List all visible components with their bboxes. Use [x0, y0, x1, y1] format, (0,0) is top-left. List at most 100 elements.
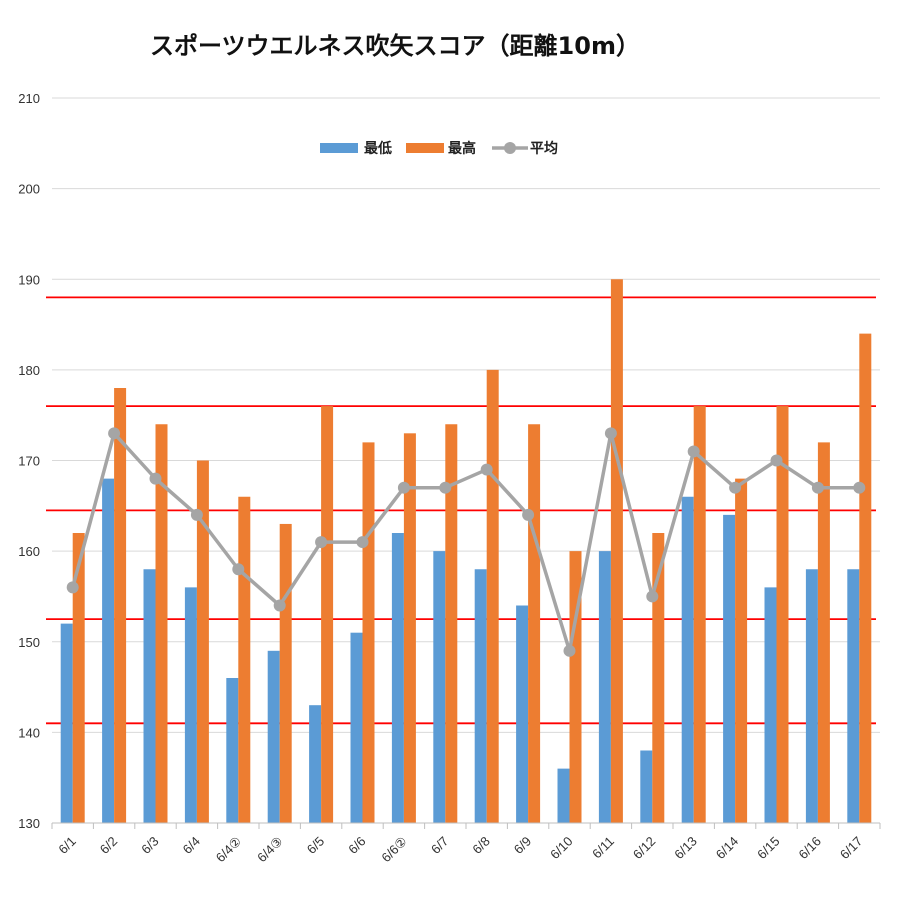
bar-min: [640, 750, 653, 823]
x-tick-label: 6/12: [630, 834, 659, 863]
bar-max: [652, 533, 665, 823]
bars: [60, 279, 872, 823]
bar-min: [184, 587, 197, 823]
bar-min: [847, 569, 860, 823]
average-point: [522, 508, 535, 521]
y-tick-label: 210: [18, 91, 40, 106]
x-tick-label: 6/14: [713, 834, 742, 863]
y-tick-label: 170: [18, 454, 40, 469]
bar-max: [776, 406, 789, 823]
average-point: [853, 481, 866, 494]
average-point: [66, 581, 79, 594]
legend-swatch-marker: [504, 142, 516, 154]
y-tick-label: 190: [18, 272, 40, 287]
bar-min: [267, 650, 280, 823]
x-tick-label: 6/4: [180, 834, 203, 857]
bar-max: [445, 424, 458, 823]
average-point: [604, 427, 617, 440]
bar-min: [516, 605, 529, 823]
average-point: [356, 536, 369, 549]
bar-min: [433, 551, 446, 823]
bar-min: [60, 623, 73, 823]
bar-min: [598, 551, 611, 823]
bar-max: [196, 460, 209, 823]
average-point: [687, 445, 700, 458]
x-tick-label: 6/9: [511, 834, 534, 857]
bar-min: [764, 587, 777, 823]
bar-min: [474, 569, 487, 823]
x-tick-label: 6/4③: [254, 834, 286, 866]
bar-min: [805, 569, 818, 823]
x-tick-label: 6/7: [428, 834, 451, 857]
average-point: [729, 481, 742, 494]
average-point: [149, 472, 162, 485]
average-point: [480, 463, 493, 476]
average-point: [811, 481, 824, 494]
x-tick-label: 6/2: [97, 834, 120, 857]
x-tick-label: 6/8: [469, 834, 492, 857]
average-point: [397, 481, 410, 494]
reference-lines: [46, 296, 876, 725]
bar-max: [735, 478, 748, 823]
bar-min: [309, 705, 322, 823]
bar-min: [102, 478, 115, 823]
average-point: [108, 427, 121, 440]
bar-max: [859, 333, 872, 823]
y-tick-label: 140: [18, 725, 40, 740]
average-point: [770, 454, 783, 467]
bar-max: [817, 442, 830, 823]
bar-min: [226, 678, 239, 823]
x-tick-label: 6/10: [547, 834, 576, 863]
bar-max: [72, 533, 85, 823]
average-point: [439, 481, 452, 494]
legend-label: 最高: [448, 140, 476, 157]
average-point: [232, 563, 245, 576]
bar-max: [528, 424, 541, 823]
average-point: [315, 536, 328, 549]
y-tick-label: 150: [18, 635, 40, 650]
legend-label: 平均: [530, 140, 558, 157]
bar-min: [557, 768, 570, 823]
x-tick-label: 6/16: [796, 834, 825, 863]
x-tick-label: 6/11: [589, 834, 617, 862]
legend: 最低 最高 平均: [320, 140, 558, 157]
bar-max: [362, 442, 375, 823]
x-tick-label: 6/17: [837, 834, 866, 863]
average-line: [66, 427, 866, 657]
bar-max: [486, 369, 499, 823]
x-tick-label: 6/13: [671, 834, 700, 863]
x-tick-label: 6/4②: [213, 834, 245, 866]
legend-label: 最低: [364, 140, 392, 157]
bar-max: [114, 388, 127, 823]
bar-min: [723, 514, 736, 823]
bar-max: [155, 424, 168, 823]
x-tick-label: 6/5: [304, 834, 327, 857]
x-tick-label: 6/1: [55, 834, 78, 857]
average-point: [646, 590, 659, 603]
average-point: [273, 599, 286, 612]
average-line-path: [71, 431, 860, 653]
x-tick-label: 6/6: [345, 834, 368, 857]
average-point: [190, 508, 203, 521]
bar-min: [350, 632, 363, 823]
grid-lines: [52, 97, 880, 824]
bar-max: [610, 279, 623, 823]
x-tick-label: 6/6②: [378, 834, 410, 866]
bar-max: [321, 406, 334, 823]
y-tick-label: 160: [18, 544, 40, 559]
bar-max: [569, 551, 582, 823]
y-tick-label: 200: [18, 182, 40, 197]
bar-max: [279, 523, 292, 823]
y-tick-label: 130: [18, 816, 40, 831]
chart-title: スポーツウエルネス吹矢スコア（距離10m）: [150, 32, 640, 60]
bar-min: [681, 496, 694, 823]
bar-min: [143, 569, 156, 823]
bar-max: [238, 496, 251, 823]
legend-swatch: [320, 143, 358, 153]
bar-min: [391, 533, 404, 823]
x-tick-label: 6/3: [138, 834, 161, 857]
bar-max: [693, 406, 706, 823]
bar-max: [403, 433, 416, 823]
